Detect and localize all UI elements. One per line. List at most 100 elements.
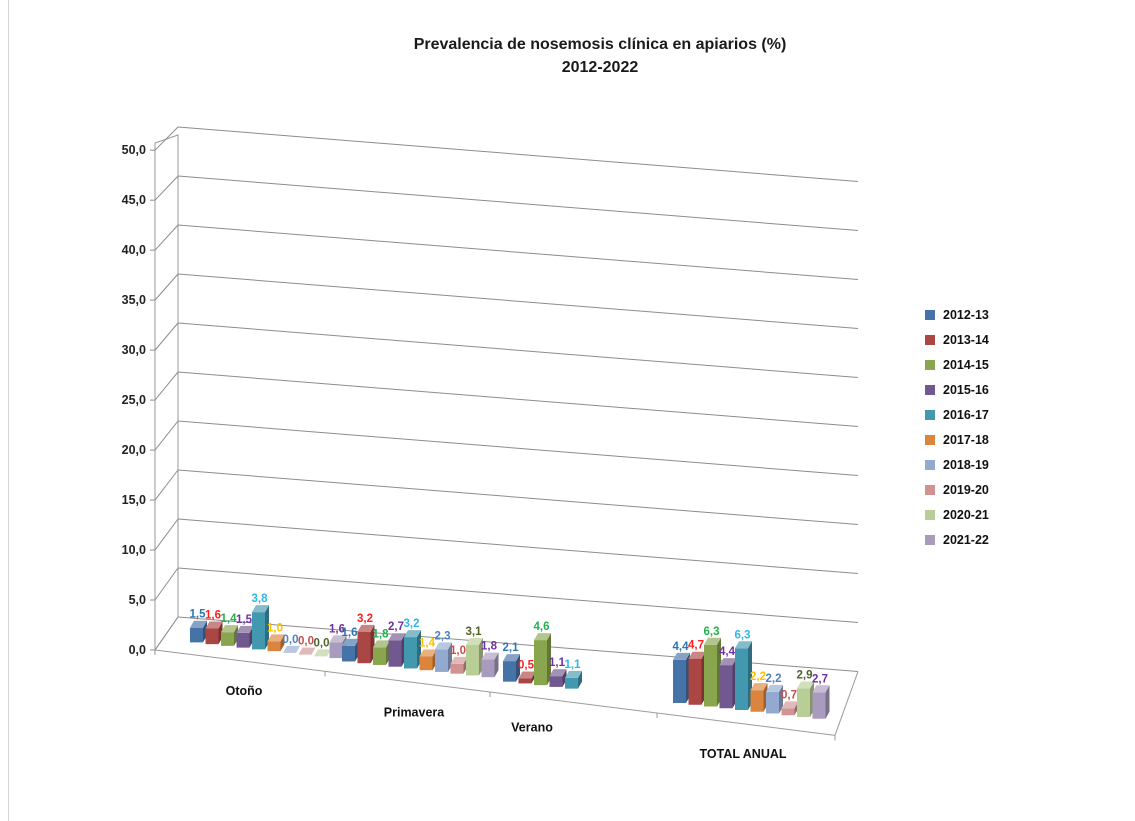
bar-top xyxy=(404,630,421,638)
data-label: 1,4 xyxy=(221,613,238,625)
bar-2018-19-TOTAL ANUAL xyxy=(766,684,783,714)
data-label: 2,2 xyxy=(750,671,766,683)
chart-title: Prevalencia de nosemosis clínica en apia… xyxy=(300,33,900,79)
gridline xyxy=(177,322,859,379)
legend-item: 2018-19 xyxy=(925,453,989,478)
gridline-wall xyxy=(154,518,179,551)
gridline-wall xyxy=(154,469,179,501)
legend-swatch xyxy=(925,535,935,546)
bar-2018-19-Otoño xyxy=(283,645,300,653)
data-label: 1,0 xyxy=(267,622,283,634)
gridline-wall xyxy=(154,224,179,251)
bar-front xyxy=(357,631,371,664)
bar-top xyxy=(766,684,783,692)
bar-top xyxy=(750,683,768,691)
bar-top xyxy=(190,620,207,628)
data-label: 3,8 xyxy=(252,593,269,605)
bar-front xyxy=(329,642,343,659)
data-label: 2,2 xyxy=(766,673,782,685)
legend-label: 2012-13 xyxy=(943,307,989,322)
bar-front xyxy=(252,612,265,650)
bar-top xyxy=(673,652,690,660)
bar-2014-15-Verano xyxy=(534,633,551,686)
bar-2014-15-TOTAL ANUAL xyxy=(704,637,721,707)
bar-top xyxy=(481,652,499,660)
legend-item: 2019-20 xyxy=(925,478,989,503)
chart-title-line-2: 2012-2022 xyxy=(561,59,639,76)
bar-top xyxy=(549,669,567,677)
bar-front xyxy=(518,678,532,684)
legend-item: 2017-18 xyxy=(925,427,989,452)
gridline-wall xyxy=(154,567,179,601)
bar-2015-16-Otoño xyxy=(236,625,254,648)
legend-item: 2016-17 xyxy=(925,402,989,427)
bar-top xyxy=(419,649,437,657)
y-tick-label: 0,0 xyxy=(129,643,146,657)
data-label: 1,4 xyxy=(419,637,436,649)
bar-top xyxy=(205,621,223,629)
bar-side xyxy=(234,625,238,646)
legend-swatch xyxy=(925,435,935,446)
gridline xyxy=(177,371,859,428)
legend-label: 2017-18 xyxy=(943,433,989,448)
bar-front xyxy=(466,645,479,676)
bar-front xyxy=(750,690,764,712)
gridline-wall xyxy=(154,126,179,151)
legend-label: 2014-15 xyxy=(943,357,989,372)
data-label: 3,1 xyxy=(466,626,483,638)
bar-2017-18-Primavera xyxy=(419,649,437,671)
gridline-wall xyxy=(154,175,179,201)
bar-top xyxy=(704,637,721,645)
data-label: 4,4 xyxy=(719,646,736,658)
bar-top xyxy=(314,649,331,657)
gridline xyxy=(177,224,859,281)
data-label: 1,1 xyxy=(549,657,566,669)
bar-2020-21-TOTAL ANUAL xyxy=(797,681,814,717)
data-label: 2,3 xyxy=(435,630,451,642)
bar-2020-21-Otoño xyxy=(314,649,331,657)
bar-front xyxy=(236,632,250,648)
data-label: 4,4 xyxy=(673,641,690,653)
data-label: 1,8 xyxy=(481,641,498,653)
data-label: 4,6 xyxy=(534,621,550,633)
bar-top xyxy=(735,641,752,649)
y-tick-label: 30,0 xyxy=(122,343,146,357)
bar-front xyxy=(735,648,748,710)
legend-item: 2020-21 xyxy=(925,503,989,528)
gridline-wall xyxy=(154,273,179,301)
legend-swatch xyxy=(925,359,935,370)
bar-2016-17-Verano xyxy=(565,670,582,689)
y-tick-label: 5,0 xyxy=(129,593,146,607)
bar-side xyxy=(280,634,285,652)
bar-2014-15-Otoño xyxy=(221,625,238,646)
bar-top xyxy=(518,671,536,679)
data-label: 3,2 xyxy=(404,618,420,630)
bar-2016-17-Otoño xyxy=(252,605,269,650)
y-tick-label: 40,0 xyxy=(122,243,146,257)
bar-top xyxy=(236,625,254,633)
floor-front-edge xyxy=(154,649,836,736)
data-label: 6,3 xyxy=(704,626,720,638)
bar-front xyxy=(450,663,464,674)
legend-swatch xyxy=(925,409,935,420)
bar-front xyxy=(781,708,795,716)
data-label: 4,7 xyxy=(688,640,704,652)
bar-2016-17-TOTAL ANUAL xyxy=(735,641,752,710)
bar-top xyxy=(565,670,582,678)
legend-swatch xyxy=(925,510,935,521)
y-tick-label: 10,0 xyxy=(122,543,146,557)
gridline-wall xyxy=(154,322,179,351)
bar-side xyxy=(494,652,499,678)
legend-label: 2013-14 xyxy=(943,332,989,347)
legend-item: 2012-13 xyxy=(925,302,989,327)
bar-2020-21-Primavera xyxy=(466,638,483,676)
bar-2015-16-Verano xyxy=(549,669,567,687)
gridline xyxy=(177,420,859,477)
bar-front xyxy=(404,637,417,669)
frame-border xyxy=(8,0,9,821)
bar-front xyxy=(688,658,702,705)
data-label: 1,5 xyxy=(190,609,207,621)
data-label: 2,9 xyxy=(797,670,813,682)
legend-label: 2021-22 xyxy=(943,533,989,548)
bar-front xyxy=(812,692,826,719)
